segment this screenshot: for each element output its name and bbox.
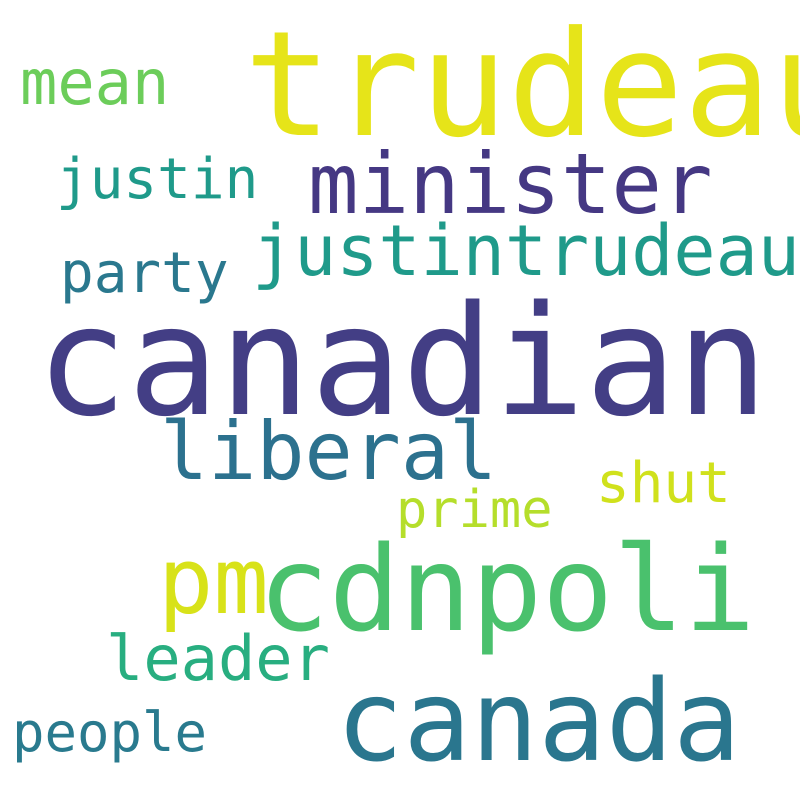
word-prime: prime [396, 480, 553, 540]
word-canadian: canadian [36, 273, 769, 450]
word-pm: pm [158, 528, 269, 635]
word-justin: justin [56, 147, 259, 212]
word-liberal: liberal [160, 405, 498, 498]
word-trudeau: trudeau [244, 0, 800, 170]
word-party: party [60, 241, 229, 306]
word-people: people [12, 701, 208, 764]
word-mean: mean [20, 46, 170, 119]
word-cdnpoli: cdnpoli [258, 520, 756, 658]
word-justintrudeau: justintrudeau [252, 210, 800, 292]
word-leader: leader [106, 622, 330, 695]
word-canada: canada [336, 657, 741, 787]
word-minister: minister [308, 135, 713, 233]
word-shut: shut [596, 451, 731, 516]
